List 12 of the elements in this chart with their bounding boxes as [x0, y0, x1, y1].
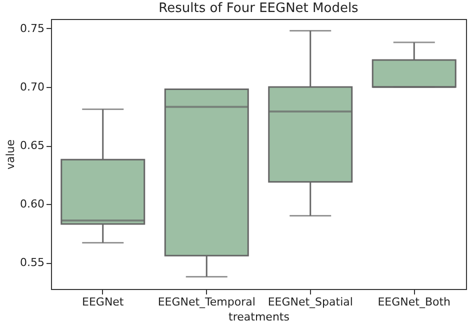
y-tick-label: 0.60: [20, 198, 44, 211]
y-tick-label: 0.75: [20, 22, 44, 35]
y-tick-label: 0.65: [20, 139, 44, 152]
y-tick-label: 0.70: [20, 80, 44, 94]
x-axis-title: treatments: [228, 310, 290, 324]
x-tick-label: EEGNet: [82, 296, 124, 308]
x-tick-label: EEGNet_Both: [378, 296, 451, 308]
x-tick-label: EEGNet_Spatial: [268, 296, 353, 308]
y-axis-title: value: [4, 139, 18, 170]
x-tick-label: EEGNet_Temporal: [158, 296, 256, 308]
chart-title: Results of Four EEGNet Models: [158, 1, 359, 16]
y-tick-label: 0.55: [20, 256, 44, 270]
